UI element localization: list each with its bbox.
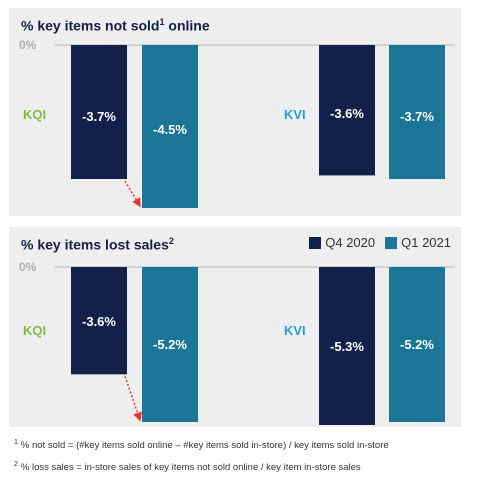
category-label-kqi: KQI bbox=[23, 323, 46, 338]
category-label-kvi: KVI bbox=[284, 107, 306, 122]
change-arrow bbox=[124, 376, 142, 422]
legend-label: Q1 2021 bbox=[401, 235, 451, 250]
bar-kvi-q1 bbox=[389, 267, 445, 423]
legend-item-q1: Q1 2021 bbox=[385, 235, 451, 250]
data-label: -5.2% bbox=[153, 337, 187, 352]
data-label: -3.7% bbox=[82, 109, 116, 124]
bar-kqi-q4 bbox=[71, 45, 127, 180]
chart-title: % key items not sold1 online bbox=[21, 17, 210, 34]
data-label: -5.2% bbox=[400, 337, 434, 352]
footnote-1: 1% not sold = (#key items sold online – … bbox=[14, 439, 389, 452]
bar-kqi-q1 bbox=[142, 267, 198, 423]
bar-kqi-q4 bbox=[71, 267, 127, 375]
data-label: -3.6% bbox=[82, 314, 116, 329]
chart-panel-lost-sales: % key items lost sales2 Q4 2020 Q1 2021 … bbox=[9, 227, 461, 427]
zero-tick-label: 0% bbox=[19, 38, 37, 52]
chart-title: % key items lost sales2 bbox=[21, 236, 174, 253]
bar-kqi-q1 bbox=[142, 45, 198, 208]
data-label: -3.6% bbox=[330, 106, 364, 121]
bar-kvi-q4 bbox=[319, 45, 375, 176]
chart-panel-not-sold: % key items not sold1 online 0% -3.7% -4.5… bbox=[9, 8, 461, 216]
footnote-2: 2% loss sales = in-store sales of key it… bbox=[14, 461, 361, 474]
category-label-kqi: KQI bbox=[23, 107, 46, 122]
data-label: -3.7% bbox=[400, 109, 434, 124]
category-label-kvi: KVI bbox=[284, 323, 306, 338]
bar-kvi-q1 bbox=[389, 45, 445, 180]
data-label: -4.5% bbox=[153, 122, 187, 137]
legend-swatch bbox=[309, 236, 322, 249]
change-arrow bbox=[124, 180, 141, 208]
bar-kvi-q4 bbox=[319, 267, 375, 425]
legend: Q4 2020 Q1 2021 bbox=[299, 235, 451, 250]
bar-chart-not-sold: 0% -3.7% -4.5% KQI -3.6% -3.7% KVI bbox=[19, 38, 455, 208]
zero-tick-label: 0% bbox=[19, 260, 37, 274]
legend-label: Q4 2020 bbox=[325, 235, 376, 250]
bar-chart-lost-sales: 0% -3.6% -5.2% KQI -5.3% -5.2% KVI bbox=[19, 260, 455, 425]
legend-swatch bbox=[385, 236, 398, 249]
data-label: -5.3% bbox=[330, 339, 364, 354]
legend-item-q4: Q4 2020 bbox=[309, 235, 375, 250]
footnotes: 1% not sold = (#key items sold online – … bbox=[14, 433, 474, 477]
